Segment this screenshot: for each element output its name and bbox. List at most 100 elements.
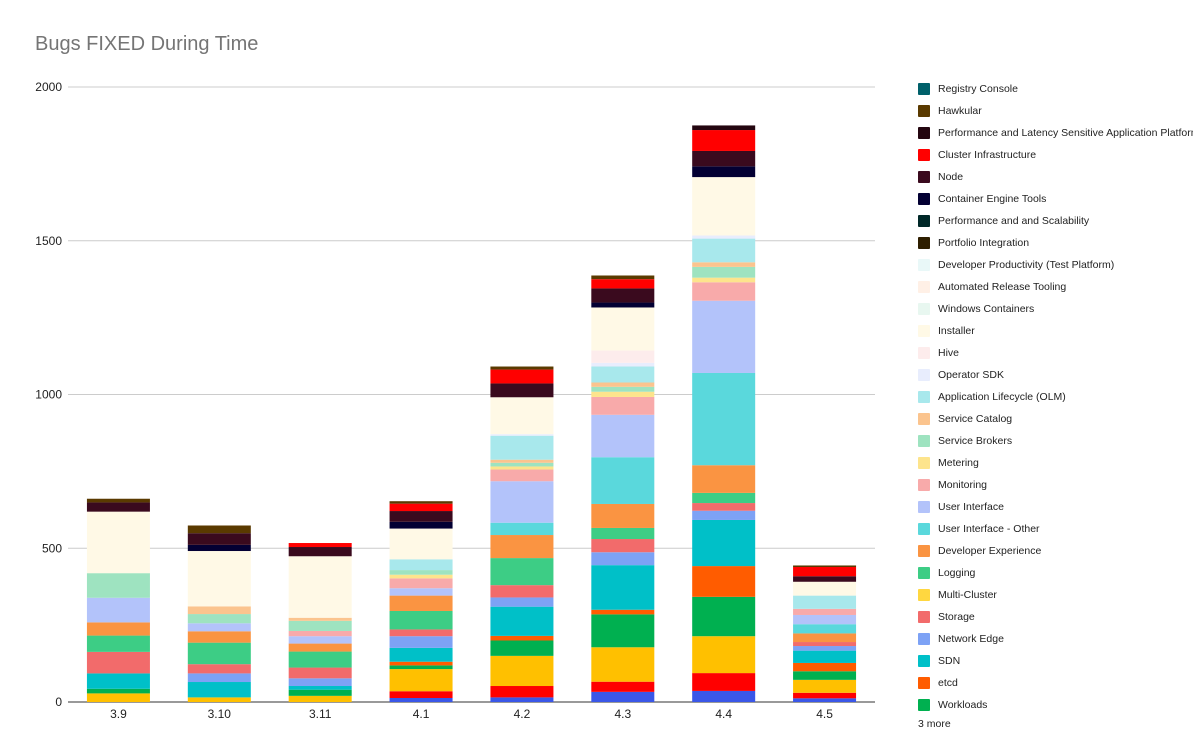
bar-segment[interactable]	[692, 510, 756, 520]
bar-segment[interactable]	[692, 596, 756, 637]
bar-segment[interactable]	[187, 664, 251, 674]
bar-segment[interactable]	[389, 610, 453, 630]
bar-segment[interactable]	[389, 521, 453, 529]
legend-item[interactable]: Storage	[918, 606, 1193, 628]
bar-segment[interactable]	[490, 640, 554, 656]
bar-segment[interactable]	[288, 689, 352, 696]
bar-segment[interactable]	[490, 535, 554, 559]
bar-segment[interactable]	[591, 527, 655, 540]
bar-segment[interactable]	[692, 465, 756, 493]
bar-segment[interactable]	[692, 166, 756, 178]
bar-segment[interactable]	[591, 307, 655, 351]
bar-segment[interactable]	[490, 462, 554, 467]
bar-segment[interactable]	[389, 629, 453, 637]
bar-segment[interactable]	[591, 565, 655, 610]
bar-segment[interactable]	[389, 665, 453, 670]
bar-segment[interactable]	[591, 350, 655, 363]
legend-item[interactable]: etcd	[918, 672, 1193, 694]
bar-segment[interactable]	[288, 547, 352, 557]
bar-segment[interactable]	[288, 636, 352, 644]
bar-segment[interactable]	[692, 566, 756, 597]
legend-item[interactable]: Windows Containers	[918, 298, 1193, 320]
bar-segment[interactable]	[591, 647, 655, 682]
bar-segment[interactable]	[692, 125, 756, 131]
bar-segment[interactable]	[591, 382, 655, 387]
bar-segment[interactable]	[187, 551, 251, 607]
legend-item[interactable]: Network Edge	[918, 628, 1193, 650]
bar-segment[interactable]	[793, 565, 857, 568]
legend-item[interactable]: Developer Experience	[918, 540, 1193, 562]
bar-segment[interactable]	[389, 595, 453, 611]
bar-segment[interactable]	[288, 678, 352, 687]
bar-segment[interactable]	[591, 396, 655, 415]
bar-segment[interactable]	[490, 459, 554, 463]
legend-more-link[interactable]: 3 more	[918, 718, 951, 730]
bar-segment[interactable]	[86, 635, 150, 652]
bar-segment[interactable]	[692, 690, 756, 702]
bar-segment[interactable]	[591, 539, 655, 553]
bar-segment[interactable]	[187, 642, 251, 665]
bar-segment[interactable]	[591, 503, 655, 528]
bar-segment[interactable]	[288, 643, 352, 652]
bar-segment[interactable]	[793, 646, 857, 651]
bar-segment[interactable]	[490, 435, 554, 460]
bar-segment[interactable]	[692, 150, 756, 167]
legend-item[interactable]: Service Brokers	[918, 430, 1193, 452]
legend[interactable]: Registry Console Hawkular Performance and …	[918, 78, 1193, 730]
bar-segment[interactable]	[692, 492, 756, 504]
bar-segment[interactable]	[490, 686, 554, 698]
bar-segment[interactable]	[86, 651, 150, 674]
bar-segment[interactable]	[692, 277, 756, 283]
bar-segment[interactable]	[490, 383, 554, 398]
bar-segment[interactable]	[490, 655, 554, 687]
bar-segment[interactable]	[692, 300, 756, 373]
legend-item[interactable]: Automated Release Tooling	[918, 276, 1193, 298]
bar-segment[interactable]	[288, 617, 352, 621]
bar-segment[interactable]	[389, 574, 453, 579]
bar-segment[interactable]	[490, 522, 554, 536]
bar-segment[interactable]	[692, 503, 756, 511]
bar-segment[interactable]	[288, 543, 352, 548]
bar-segment[interactable]	[490, 366, 554, 370]
bar-segment[interactable]	[288, 630, 352, 637]
bar-segment[interactable]	[288, 620, 352, 631]
legend-item[interactable]: User Interface - Other	[918, 518, 1193, 540]
bar-segment[interactable]	[490, 397, 554, 435]
bar-segment[interactable]	[86, 511, 150, 574]
legend-item[interactable]: Portfolio Integration	[918, 232, 1193, 254]
bar-segment[interactable]	[389, 661, 453, 666]
bar-segment[interactable]	[86, 688, 150, 694]
bar-segment[interactable]	[389, 501, 453, 504]
bar-segment[interactable]	[793, 633, 857, 643]
bar-segment[interactable]	[490, 466, 554, 470]
bar-segment[interactable]	[490, 434, 554, 436]
bar-segment[interactable]	[389, 503, 453, 512]
bar-segment[interactable]	[793, 614, 857, 625]
stacked-bars[interactable]	[86, 125, 857, 702]
bar-segment[interactable]	[591, 552, 655, 566]
bar-segment[interactable]	[86, 597, 150, 623]
bar-segment[interactable]	[187, 533, 251, 545]
legend-item[interactable]: SDN	[918, 650, 1193, 672]
legend-item[interactable]: Registry Console	[918, 78, 1193, 100]
legend-item[interactable]: Application Lifecycle (OLM)	[918, 386, 1193, 408]
bar-segment[interactable]	[591, 391, 655, 397]
legend-item[interactable]: Hive	[918, 342, 1193, 364]
bar-segment[interactable]	[591, 366, 655, 383]
bar-segment[interactable]	[187, 697, 251, 702]
legend-item[interactable]: Performance and Latency Sensitive Applic…	[918, 122, 1193, 144]
bar-segment[interactable]	[692, 262, 756, 267]
bar-segment[interactable]	[793, 662, 857, 672]
bar-segment[interactable]	[187, 614, 251, 624]
bar-segment[interactable]	[591, 691, 655, 702]
bar-segment[interactable]	[793, 642, 857, 647]
bar-segment[interactable]	[86, 622, 150, 636]
bar-segment[interactable]	[692, 130, 756, 151]
bar-segment[interactable]	[591, 275, 655, 280]
legend-item[interactable]: Container Engine Tools	[918, 188, 1193, 210]
bar-segment[interactable]	[591, 362, 655, 367]
bar-segment[interactable]	[288, 667, 352, 679]
bar-segment[interactable]	[288, 686, 352, 690]
bar-segment[interactable]	[793, 624, 857, 634]
legend-item[interactable]: Installer	[918, 320, 1193, 342]
